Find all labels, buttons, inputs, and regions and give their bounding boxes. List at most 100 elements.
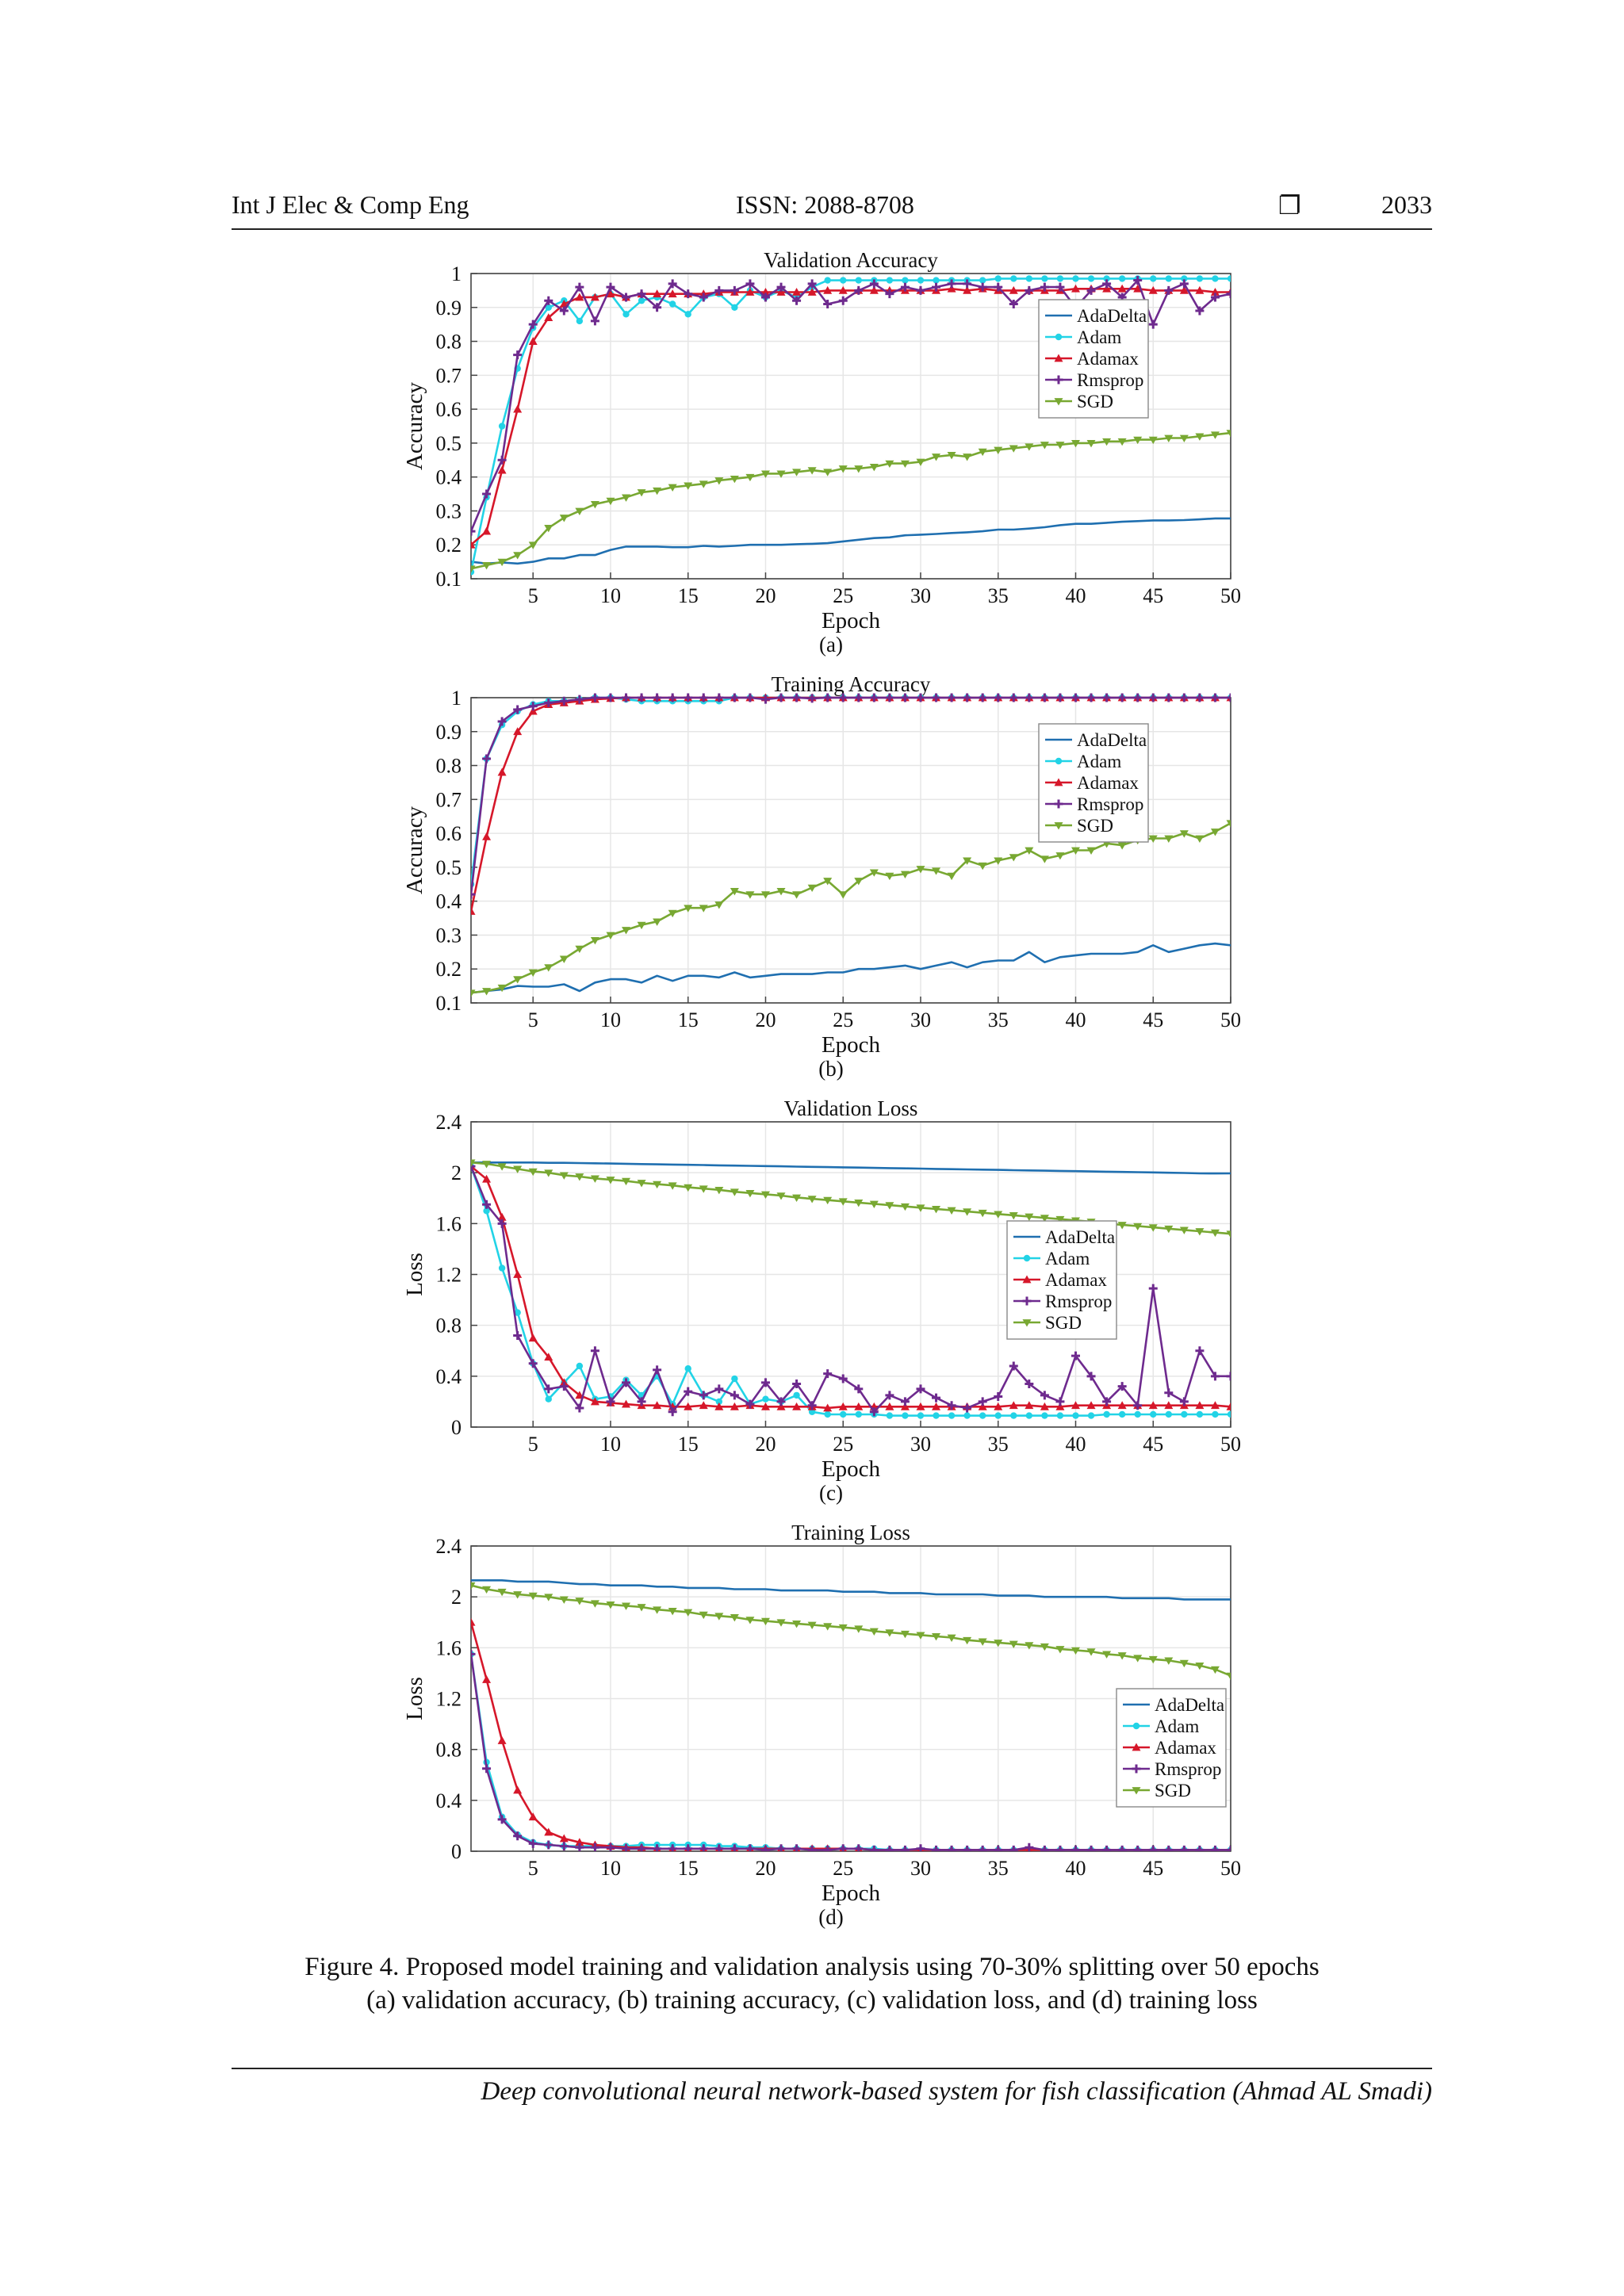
data-point-adamax [714,1402,724,1410]
y-tick-label: 1.6 [436,1212,462,1235]
data-point-sgd [590,501,599,509]
data-point-sgd [1071,847,1080,855]
data-point-rmsprop [745,279,755,289]
data-point-adam [1212,275,1219,282]
data-point-rmsprop [668,1407,677,1417]
data-point-sgd [1164,1225,1174,1234]
data-point-rmsprop [823,693,833,702]
data-point-adamax [544,313,553,322]
data-point-adam [514,1309,521,1316]
data-point-rmsprop [471,1161,476,1171]
data-point-sgd [854,1625,864,1633]
data-point-rmsprop [838,693,848,702]
data-point-sgd [1040,1643,1049,1651]
series-line-sgd [471,1584,1231,1677]
data-point-adamax [559,1834,569,1843]
data-point-sgd [1148,1655,1158,1664]
data-point-sgd [1195,835,1205,844]
data-point-rmsprop [622,693,631,702]
data-point-adamax [590,1397,599,1406]
legend-marker-sgd [1132,1787,1141,1795]
data-point-adam [994,1412,1002,1419]
data-point-rmsprop [963,693,972,702]
x-tick-label: 15 [678,1008,699,1031]
data-point-sgd [471,1582,476,1590]
data-point-rmsprop [528,702,538,711]
data-point-adam [1072,275,1079,282]
figure-caption: Figure 4. Proposed model training and va… [0,1950,1624,2017]
data-point-rmsprop [1055,693,1065,702]
data-point-rmsprop [559,696,569,706]
data-point-rmsprop [1164,285,1174,295]
data-point-adam [1196,1410,1204,1418]
data-point-rmsprop [1226,1372,1231,1381]
x-tick-label: 15 [678,1857,699,1880]
data-point-sgd [776,1619,786,1627]
data-point-rmsprop [1133,1845,1143,1851]
data-point-sgd [590,1175,599,1183]
data-point-sgd [544,964,553,972]
data-point-sgd [714,901,724,909]
data-point-adamax [1195,285,1205,294]
data-point-rmsprop [776,693,786,702]
data-point-rmsprop [869,279,879,289]
data-point-rmsprop [1195,306,1205,316]
data-point-adamax [684,1402,693,1410]
data-point-adam [498,423,506,430]
data-point-sgd [1179,1226,1189,1234]
data-point-adamax [513,1270,523,1278]
x-tick-label: 20 [755,1857,776,1880]
data-point-adamax [513,1785,523,1794]
data-point-sgd [963,453,972,461]
data-point-rmsprop [528,1359,538,1368]
y-tick-label: 2 [451,1161,462,1184]
y-tick-label: 1.2 [436,1688,462,1711]
data-point-adamax [807,288,817,296]
data-point-rmsprop [994,282,1003,292]
data-point-sgd [653,1181,662,1189]
data-point-rmsprop [699,693,708,702]
data-point-adamax [653,289,662,298]
data-point-adamax [528,706,538,715]
data-point-rmsprop [978,282,987,292]
data-point-sgd [1025,847,1034,855]
legend-label-adadelta: AdaDelta [1155,1695,1224,1715]
data-point-adamax [994,1402,1003,1410]
y-tick-label: 0.9 [436,721,462,744]
data-point-sgd [776,887,786,896]
data-point-rmsprop [513,705,523,714]
data-point-adamax [544,1353,553,1361]
data-point-rmsprop [637,693,646,702]
data-point-adamax [497,465,507,474]
legend-label-adam: Adam [1077,327,1121,347]
data-point-rmsprop [1148,1284,1158,1293]
data-point-sgd [792,891,802,899]
series-sgd [471,1582,1231,1681]
data-point-adam [855,1410,862,1418]
data-point-rmsprop [714,1384,724,1394]
data-point-rmsprop [1210,1372,1220,1381]
data-point-adam [979,1412,986,1419]
legend-label-adamax: Adamax [1077,349,1139,369]
data-point-rmsprop [1040,1391,1049,1400]
data-point-rmsprop [760,1845,770,1851]
data-point-sgd [869,869,879,877]
data-point-sgd [513,1165,523,1173]
x-tick-label: 50 [1220,1857,1241,1880]
series-line-rmsprop [471,1165,1231,1414]
data-point-rmsprop [684,289,693,299]
data-point-sgd [1179,434,1189,442]
x-tick-label: 45 [1143,1433,1163,1456]
data-point-rmsprop [745,693,755,702]
data-point-adamax [792,288,802,296]
subfigure-label: (d) [818,1905,843,1929]
caption-line-2: (a) validation accuracy, (b) training ac… [366,1986,1258,2015]
data-point-adamax [575,293,584,301]
data-point-adam [1087,275,1095,282]
data-point-adam [1196,275,1204,282]
series-line-sgd [471,431,1231,570]
data-point-rmsprop [854,1844,864,1851]
series-sgd [471,820,1231,997]
y-tick-label: 0.7 [436,364,462,387]
